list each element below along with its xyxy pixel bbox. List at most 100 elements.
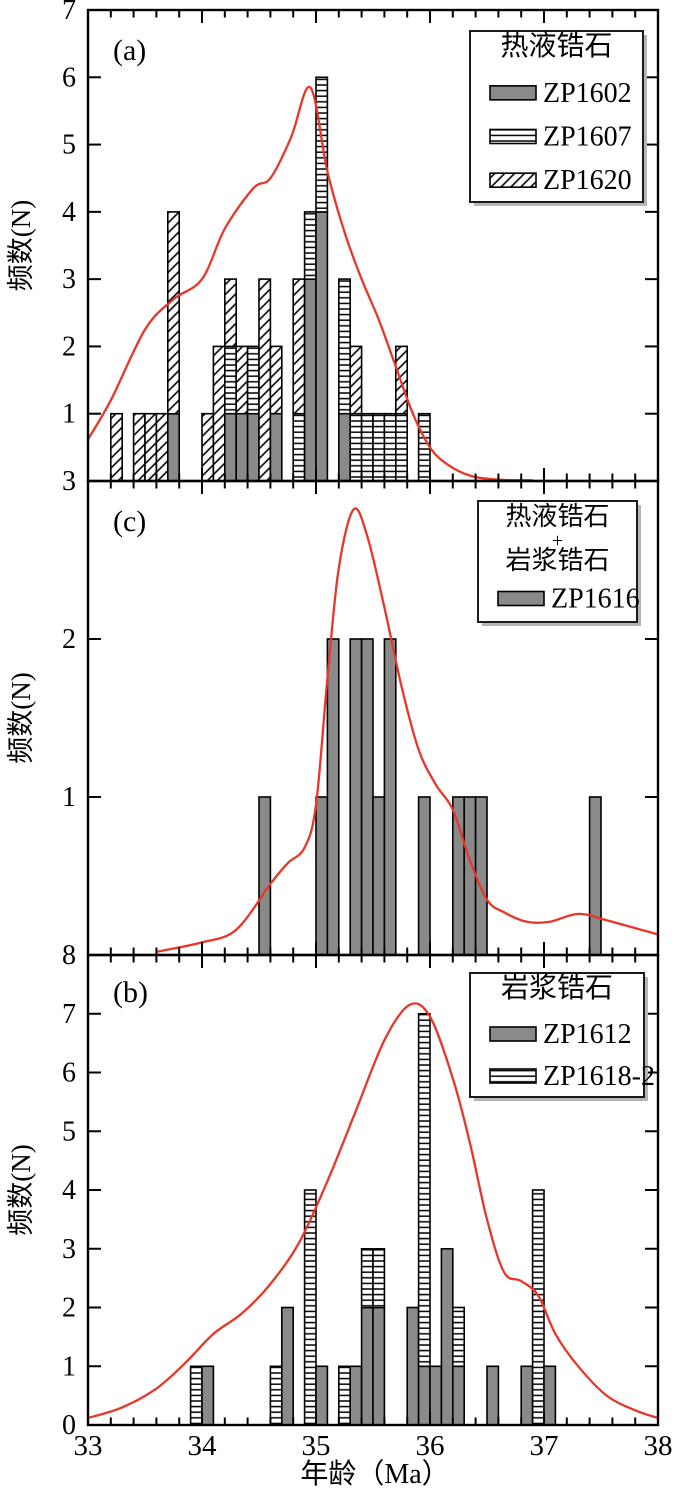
legend-label-ZP1618-2: ZP1618-2 bbox=[543, 1061, 655, 1092]
bar-ZP1607 bbox=[292, 412, 306, 482]
bar-ZP1620 bbox=[155, 412, 169, 482]
y-tick-label: 3 bbox=[62, 1234, 76, 1265]
bar-ZP1612 bbox=[406, 1306, 420, 1426]
bar-ZP1612 bbox=[349, 1365, 363, 1426]
bar-ZP1616 bbox=[451, 796, 465, 956]
y-tick-label: 1 bbox=[62, 399, 76, 430]
bar-ZP1607 bbox=[337, 278, 351, 415]
bar-ZP1612 bbox=[372, 1306, 386, 1426]
x-tick-label: 36 bbox=[416, 1430, 445, 1462]
bar-ZP1620 bbox=[224, 278, 238, 348]
bar-ZP1607 bbox=[303, 211, 317, 280]
y-tick-label: 2 bbox=[62, 331, 76, 362]
legend-swatch-ZP1602 bbox=[489, 85, 537, 101]
bar-ZP1607 bbox=[394, 412, 408, 482]
kde-curve-a bbox=[89, 86, 533, 480]
legend-swatch-ZP1607 bbox=[489, 128, 537, 145]
y-axis-title-b: 频数(N) bbox=[6, 1144, 36, 1235]
bar-ZP1602 bbox=[269, 412, 283, 482]
bar-ZP1620 bbox=[258, 278, 272, 482]
bar-ZP1607 bbox=[246, 345, 260, 415]
bar-ZP1618-2 bbox=[417, 1012, 431, 1368]
y-tick-label: 6 bbox=[62, 1058, 76, 1089]
legend-label-ZP1616: ZP1616 bbox=[551, 584, 640, 615]
bar-ZP1616 bbox=[417, 796, 431, 956]
bar-ZP1612 bbox=[201, 1365, 215, 1426]
bar-ZP1620 bbox=[144, 412, 158, 482]
y-tick-label: 3 bbox=[62, 264, 76, 295]
bar-ZP1607 bbox=[372, 412, 386, 482]
x-tick-label: 33 bbox=[74, 1430, 103, 1462]
kde-curve-b bbox=[89, 1002, 657, 1419]
bar-ZP1612 bbox=[451, 1365, 465, 1426]
bar-ZP1607 bbox=[383, 412, 397, 482]
x-axis-labels: 33 34 35 36 37 38 年龄（Ma） bbox=[74, 1430, 673, 1489]
y-tick-label: 6 bbox=[62, 62, 76, 93]
legend-label-ZP1607: ZP1607 bbox=[543, 122, 632, 153]
bar-ZP1620 bbox=[201, 412, 215, 482]
bar-ZP1616 bbox=[349, 638, 363, 956]
bar-ZP1602 bbox=[246, 412, 260, 482]
y-tick-label: 2 bbox=[62, 1293, 76, 1324]
bar-ZP1602 bbox=[337, 412, 351, 482]
legend-swatch-ZP1620 bbox=[489, 172, 537, 188]
x-tick-label: 35 bbox=[302, 1430, 331, 1462]
legend-swatch-ZP1618-2 bbox=[489, 1068, 537, 1084]
panel-c: 3 2 1 频数(N) (c) 热液锆石+岩浆锆石 ZP1616 bbox=[6, 466, 660, 957]
x-tick-label: 37 bbox=[530, 1430, 559, 1462]
bar-ZP1618-2 bbox=[372, 1248, 386, 1309]
bar-ZP1620 bbox=[235, 345, 249, 415]
bar-ZP1602 bbox=[303, 278, 317, 482]
bar-ZP1618-2 bbox=[337, 1365, 351, 1426]
legend-label-ZP1602: ZP1602 bbox=[543, 78, 632, 109]
y-tick-label: 3 bbox=[62, 466, 76, 497]
bar-ZP1620 bbox=[269, 345, 283, 415]
bar-ZP1620 bbox=[349, 345, 363, 415]
legend-swatch-ZP1616 bbox=[497, 590, 545, 607]
panel-b: 8 7 6 5 4 3 2 1 0 频数(N) (b) 岩浆锆石 ZP1612 ZP1618-2 bbox=[6, 940, 660, 1441]
panel-letter-a: (a) bbox=[113, 34, 146, 67]
y-tick-label: 1 bbox=[62, 782, 76, 813]
y-tick-label: 5 bbox=[62, 1116, 76, 1147]
legend-a: 热液锆石 ZP1602 ZP1607 ZP1620 bbox=[469, 30, 647, 206]
bar-ZP1618-2 bbox=[189, 1365, 203, 1426]
legend-title-line: 岩浆锆石 bbox=[501, 972, 613, 1004]
y-axis-title-a: 频数(N) bbox=[6, 200, 36, 291]
bar-ZP1616 bbox=[326, 638, 340, 956]
x-axis-title: 年龄（Ma） bbox=[300, 1458, 449, 1489]
bar-ZP1602 bbox=[224, 412, 238, 482]
y-axis-title-c: 频数(N) bbox=[6, 672, 36, 763]
x-tick-label: 38 bbox=[644, 1430, 673, 1462]
bar-ZP1602 bbox=[167, 412, 181, 482]
bar-ZP1618-2 bbox=[269, 1365, 283, 1426]
bar-ZP1618-2 bbox=[531, 1189, 545, 1426]
y-tick-label: 8 bbox=[62, 940, 76, 971]
bars-group-b bbox=[189, 1012, 557, 1426]
bar-ZP1612 bbox=[429, 1365, 443, 1426]
legend-swatch-ZP1612 bbox=[489, 1026, 537, 1042]
bar-ZP1616 bbox=[372, 796, 386, 956]
bar-ZP1618-2 bbox=[360, 1248, 374, 1309]
legend-label-ZP1620: ZP1620 bbox=[543, 165, 632, 196]
bar-ZP1620 bbox=[212, 345, 226, 482]
y-tick-label: 5 bbox=[62, 130, 76, 161]
legend-title-line: 热液锆石 bbox=[500, 30, 612, 62]
bar-ZP1607 bbox=[360, 412, 374, 482]
y-tick-label: 4 bbox=[62, 1175, 76, 1206]
panel-a: 7 6 5 4 3 2 1 频数(N) (a) 热液锆石 ZP1602 ZP1607 ZP1620 bbox=[6, 0, 660, 483]
bar-ZP1612 bbox=[520, 1365, 534, 1426]
bar-ZP1616 bbox=[463, 796, 477, 956]
bar-ZP1612 bbox=[543, 1365, 557, 1426]
legend-title-line: 热液锆石 bbox=[505, 502, 609, 531]
bar-ZP1602 bbox=[235, 412, 249, 482]
bar-ZP1616 bbox=[315, 796, 329, 956]
bar-ZP1612 bbox=[486, 1365, 500, 1426]
y-tick-label: 1 bbox=[62, 1351, 76, 1382]
legend-c: 热液锆石+岩浆锆石 ZP1616 bbox=[477, 500, 641, 626]
bar-ZP1616 bbox=[588, 796, 602, 956]
bar-ZP1607 bbox=[224, 345, 238, 415]
bar-ZP1618-2 bbox=[303, 1189, 317, 1426]
y-tick-label: 7 bbox=[62, 0, 76, 26]
